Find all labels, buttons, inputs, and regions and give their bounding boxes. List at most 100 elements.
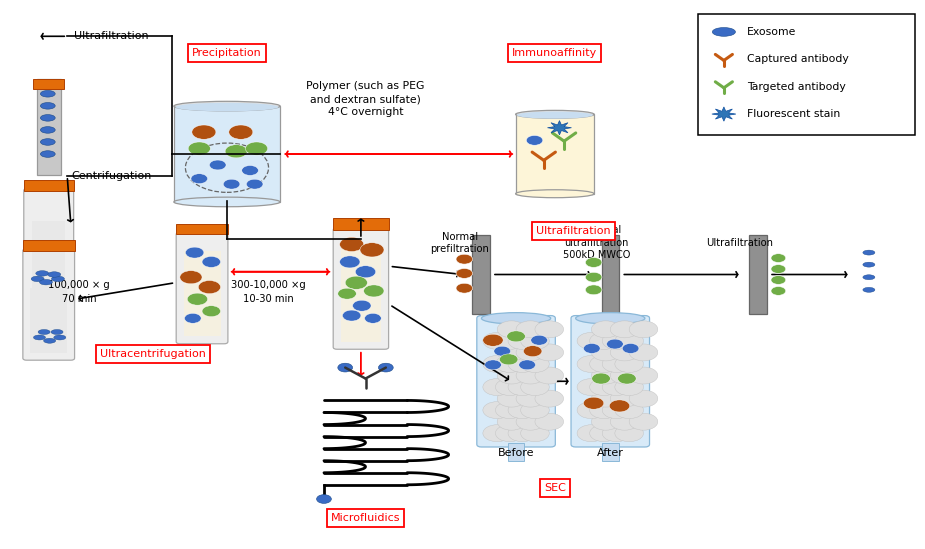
Ellipse shape	[174, 102, 280, 111]
Circle shape	[615, 425, 644, 442]
Circle shape	[526, 136, 543, 145]
Circle shape	[629, 321, 658, 338]
FancyBboxPatch shape	[333, 228, 388, 349]
Ellipse shape	[36, 271, 49, 276]
Circle shape	[191, 125, 216, 139]
Circle shape	[589, 332, 618, 349]
Circle shape	[225, 145, 247, 158]
Circle shape	[245, 142, 267, 155]
Polygon shape	[548, 121, 572, 135]
Text: Ultrafiltration: Ultrafiltration	[706, 238, 773, 248]
Circle shape	[516, 413, 545, 430]
Ellipse shape	[712, 27, 735, 36]
Ellipse shape	[863, 287, 875, 292]
Circle shape	[223, 179, 240, 189]
Circle shape	[618, 373, 636, 384]
Ellipse shape	[33, 335, 45, 340]
Circle shape	[494, 346, 511, 356]
Ellipse shape	[31, 276, 44, 282]
Circle shape	[591, 367, 620, 384]
Circle shape	[629, 390, 658, 407]
Circle shape	[602, 425, 631, 442]
Circle shape	[497, 344, 525, 361]
Circle shape	[187, 293, 207, 305]
Circle shape	[589, 379, 618, 395]
Ellipse shape	[515, 190, 594, 198]
Ellipse shape	[52, 276, 65, 282]
Bar	[22, 240, 75, 251]
Circle shape	[191, 173, 207, 183]
Ellipse shape	[863, 250, 875, 255]
Circle shape	[592, 373, 610, 384]
Circle shape	[577, 425, 606, 442]
Bar	[333, 219, 389, 230]
Circle shape	[202, 256, 220, 267]
Ellipse shape	[43, 338, 56, 343]
Circle shape	[456, 283, 473, 293]
Text: Centrifugation: Centrifugation	[71, 171, 152, 181]
Bar	[174, 106, 280, 202]
Circle shape	[591, 413, 620, 430]
Circle shape	[209, 160, 226, 170]
Text: 100,000 × g
70 min: 100,000 × g 70 min	[48, 281, 110, 304]
Circle shape	[497, 367, 525, 384]
Circle shape	[584, 397, 604, 409]
Circle shape	[241, 166, 258, 175]
Circle shape	[629, 367, 658, 384]
Bar	[472, 235, 489, 314]
Circle shape	[535, 344, 563, 361]
Circle shape	[591, 344, 620, 361]
Text: Microfluidics: Microfluidics	[331, 513, 401, 523]
Circle shape	[602, 379, 631, 395]
Circle shape	[483, 402, 512, 419]
Circle shape	[339, 237, 364, 251]
Circle shape	[456, 254, 473, 264]
Ellipse shape	[51, 329, 63, 334]
Circle shape	[516, 390, 545, 407]
Text: Precipitation: Precipitation	[192, 48, 262, 58]
Ellipse shape	[41, 139, 56, 145]
Circle shape	[179, 271, 202, 284]
Circle shape	[483, 379, 512, 395]
Circle shape	[508, 402, 536, 419]
Circle shape	[508, 425, 536, 442]
Bar	[37, 79, 61, 175]
Circle shape	[535, 321, 563, 338]
Circle shape	[577, 379, 606, 395]
Circle shape	[586, 272, 602, 282]
Circle shape	[496, 402, 524, 419]
Circle shape	[456, 268, 473, 278]
Circle shape	[521, 425, 549, 442]
Circle shape	[508, 332, 536, 349]
FancyBboxPatch shape	[24, 188, 74, 300]
Circle shape	[352, 300, 371, 311]
Circle shape	[516, 321, 545, 338]
Text: Captured antibody: Captured antibody	[747, 54, 849, 64]
Circle shape	[535, 390, 563, 407]
Circle shape	[316, 495, 331, 503]
Bar	[32, 221, 66, 292]
Circle shape	[364, 313, 381, 323]
Ellipse shape	[863, 274, 875, 279]
Circle shape	[483, 332, 512, 349]
Ellipse shape	[515, 110, 594, 118]
Text: Ultracentrifugation: Ultracentrifugation	[100, 349, 206, 359]
Circle shape	[202, 306, 220, 317]
Circle shape	[591, 321, 620, 338]
Bar	[340, 245, 381, 341]
Ellipse shape	[38, 329, 50, 334]
FancyBboxPatch shape	[23, 249, 75, 360]
Bar	[24, 180, 74, 191]
Circle shape	[339, 256, 360, 268]
Circle shape	[184, 313, 201, 323]
Circle shape	[607, 339, 623, 349]
Text: Immunoaffinity: Immunoaffinity	[512, 48, 598, 58]
Bar	[176, 224, 228, 234]
Circle shape	[589, 356, 618, 372]
Ellipse shape	[40, 279, 53, 285]
Circle shape	[629, 344, 658, 361]
Circle shape	[360, 243, 384, 257]
Circle shape	[623, 344, 639, 354]
Circle shape	[521, 379, 549, 395]
Circle shape	[615, 402, 644, 419]
